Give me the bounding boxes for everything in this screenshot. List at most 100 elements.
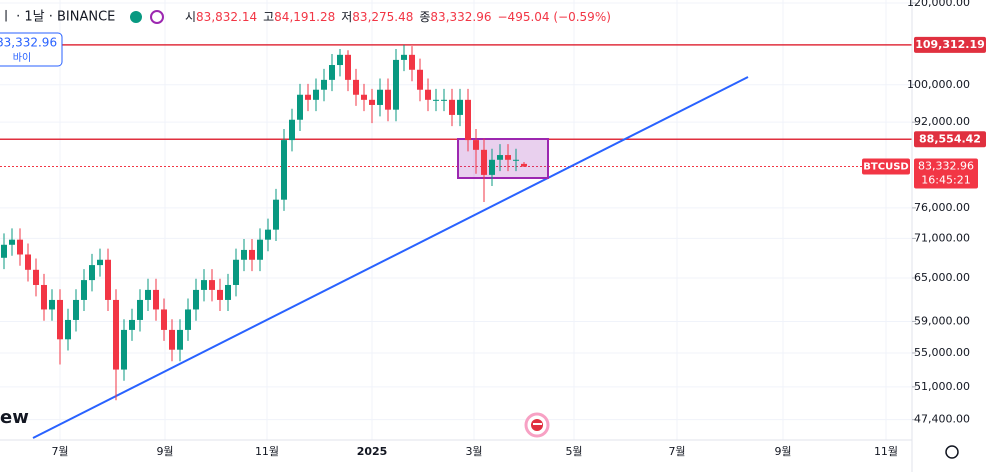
candle-body — [281, 140, 287, 200]
candle-body — [321, 79, 327, 90]
candle-body — [137, 299, 143, 320]
y-tick-label: 47,400.00 — [914, 413, 970, 426]
trend-line — [32, 76, 749, 439]
ohlc-key: 고 — [263, 10, 274, 24]
candle-body — [17, 239, 23, 255]
candle-body — [497, 155, 503, 160]
y-tick-label: 92,000.00 — [914, 115, 970, 128]
y-tick-label: 120,000.00 — [907, 0, 970, 9]
candle-body — [1, 244, 7, 258]
candle-body — [369, 99, 375, 105]
candle-body — [201, 280, 207, 290]
candle-body — [225, 284, 231, 300]
buy-label: 바이 — [13, 52, 31, 64]
ohlc-key: 시 — [185, 10, 196, 24]
ohlc-legend: 시83,832.14 고84,191.28 저83,275.48 종83,332.96… — [185, 10, 611, 24]
candle-body — [49, 299, 55, 310]
x-tick-label: 3월 — [465, 445, 482, 458]
candle-body — [465, 99, 471, 141]
event-icon — [524, 412, 550, 438]
event-stripe — [533, 423, 542, 425]
candle-body — [289, 119, 295, 141]
horizontal-lines — [0, 44, 912, 168]
candle-body — [433, 99, 439, 101]
candle-body — [345, 54, 351, 80]
x-tick-label: 9월 — [156, 445, 173, 458]
candle-body — [505, 155, 511, 160]
y-tick-label: 59,000.00 — [914, 314, 970, 327]
candle-body — [33, 269, 39, 285]
symbol-title: ㅣ · 1날 · BINANCE — [0, 10, 115, 25]
candle-body — [401, 54, 407, 60]
price-label: 88,554.42 — [919, 132, 981, 145]
candle-body — [521, 163, 527, 167]
y-tick-label: 55,000.00 — [914, 346, 970, 359]
candles — [1, 44, 527, 401]
candle-body — [361, 94, 367, 100]
candle-body — [441, 99, 447, 101]
ohlc-value: 84,191.28 — [274, 10, 335, 24]
candle-body — [409, 54, 415, 70]
watermark: ew — [0, 407, 29, 428]
candle-body — [377, 89, 383, 105]
x-tick-label: 11월 — [874, 445, 898, 458]
candle-body — [169, 329, 175, 350]
ohlc-value: 83,275.48 — [352, 10, 413, 24]
x-tick-label: 7월 — [668, 445, 685, 458]
candle-body — [513, 159, 519, 161]
candle-body — [105, 259, 111, 300]
y-tick-label: 65,000.00 — [914, 271, 970, 284]
price-label-box — [914, 131, 986, 148]
settings-icon[interactable] — [945, 445, 959, 459]
candle-body — [25, 254, 31, 270]
candle-body — [9, 239, 15, 245]
buy-price: 83,332.96 — [0, 36, 57, 50]
ohlc-key: 종 — [419, 10, 430, 24]
candle-body — [65, 319, 71, 340]
price-label: 109,312.19 — [915, 38, 985, 51]
candle-body — [273, 199, 279, 230]
y-tick-label: 71,000.00 — [914, 231, 970, 244]
candle-body — [313, 89, 319, 100]
share-icon — [150, 10, 164, 24]
candle-body — [297, 94, 303, 120]
candle-body — [385, 89, 391, 110]
candle-body — [193, 289, 199, 310]
candle-body — [161, 309, 167, 330]
status-dot — [130, 11, 142, 23]
grid — [0, 0, 912, 440]
candle-body — [393, 59, 399, 110]
candle-body — [481, 149, 487, 175]
candle-body — [121, 329, 127, 370]
candle-body — [177, 329, 183, 350]
candle-body — [41, 284, 47, 310]
candle-body — [241, 249, 247, 260]
candle-body — [97, 259, 103, 266]
candle-body — [249, 249, 255, 260]
y-tick-label: 51,000.00 — [914, 380, 970, 393]
candle-body — [257, 239, 263, 260]
candle-body — [73, 299, 79, 320]
candle-body — [233, 259, 239, 285]
y-tick-label: 100,000.00 — [907, 78, 970, 91]
last-price-box — [914, 158, 978, 189]
candle-body — [449, 99, 455, 115]
ohlc-change: −495.04 (−0.59%) — [498, 10, 611, 24]
candle-body — [153, 289, 159, 310]
candle-body — [209, 280, 215, 290]
ohlc-value: 83,832.14 — [196, 10, 257, 24]
x-tick-label: 11월 — [255, 445, 279, 458]
candle-body — [489, 159, 495, 175]
ohlc-key: 저 — [341, 10, 352, 24]
candle-body — [81, 280, 87, 300]
candle-body — [425, 89, 431, 100]
candle-body — [473, 140, 479, 150]
candle-body — [417, 69, 423, 90]
x-tick-label: 5월 — [565, 445, 582, 458]
candle-body — [57, 299, 63, 340]
candle-body — [265, 229, 271, 240]
symbol-tag-box — [862, 158, 910, 175]
candle-body — [113, 299, 119, 370]
candle-body — [457, 99, 463, 115]
